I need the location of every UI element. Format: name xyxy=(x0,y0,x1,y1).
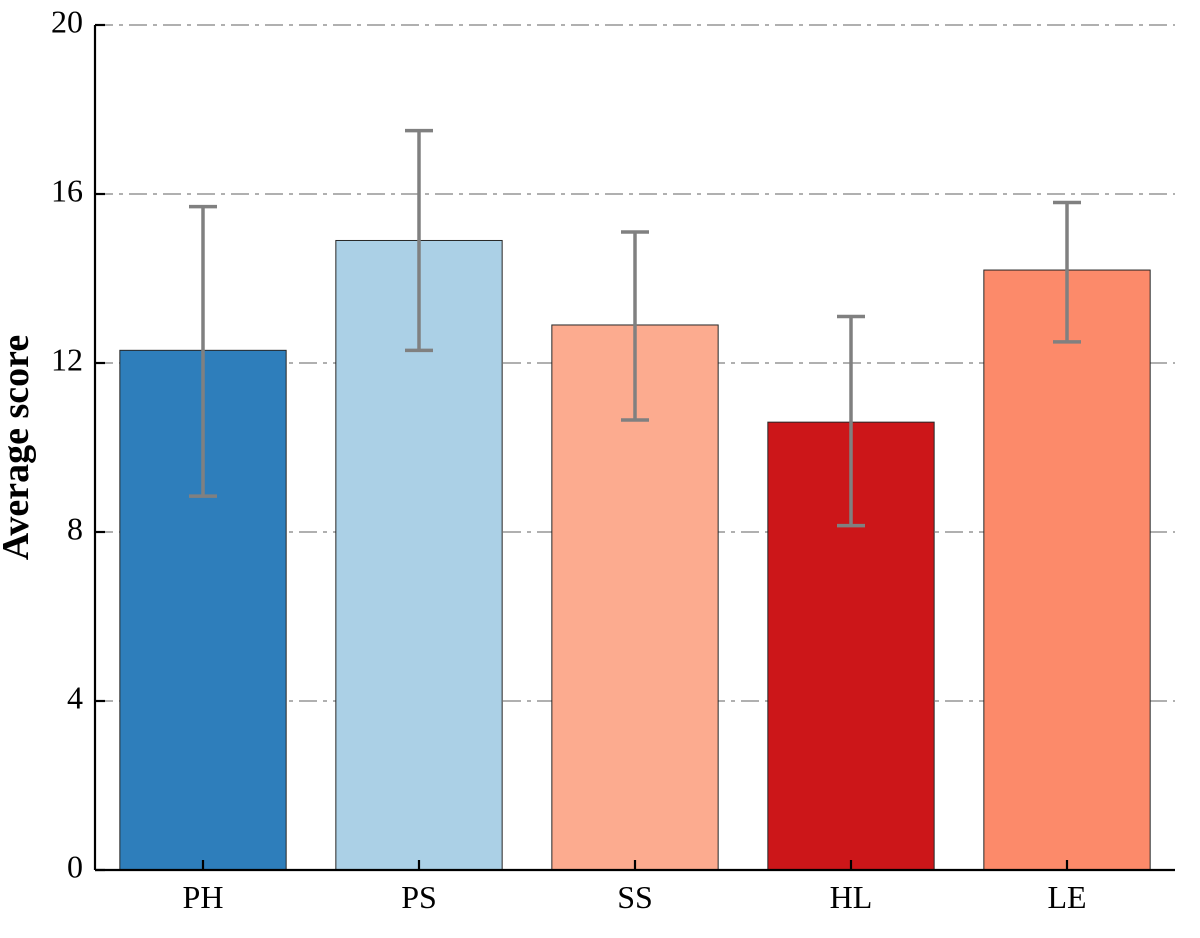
chart-container: 0 4 8 12 16 20 PH PS SS HL LE Average score xyxy=(0,0,1200,938)
x-tick-label: PH xyxy=(183,879,224,915)
bar-chart: 0 4 8 12 16 20 PH PS SS HL LE Average score xyxy=(0,0,1200,938)
bar xyxy=(984,270,1150,870)
x-tick-label: HL xyxy=(830,879,873,915)
y-tick-label: 20 xyxy=(51,3,83,39)
y-tick-label: 12 xyxy=(51,341,83,377)
y-tick-label: 4 xyxy=(67,679,83,715)
y-tick-label: 8 xyxy=(67,510,83,546)
x-tick-label: LE xyxy=(1047,879,1086,915)
x-tick-label: SS xyxy=(617,879,653,915)
y-tick-label: 16 xyxy=(51,172,83,208)
y-axis-label: Average score xyxy=(0,335,37,560)
y-tick-label: 0 xyxy=(67,848,83,884)
x-tick-label: PS xyxy=(401,879,437,915)
